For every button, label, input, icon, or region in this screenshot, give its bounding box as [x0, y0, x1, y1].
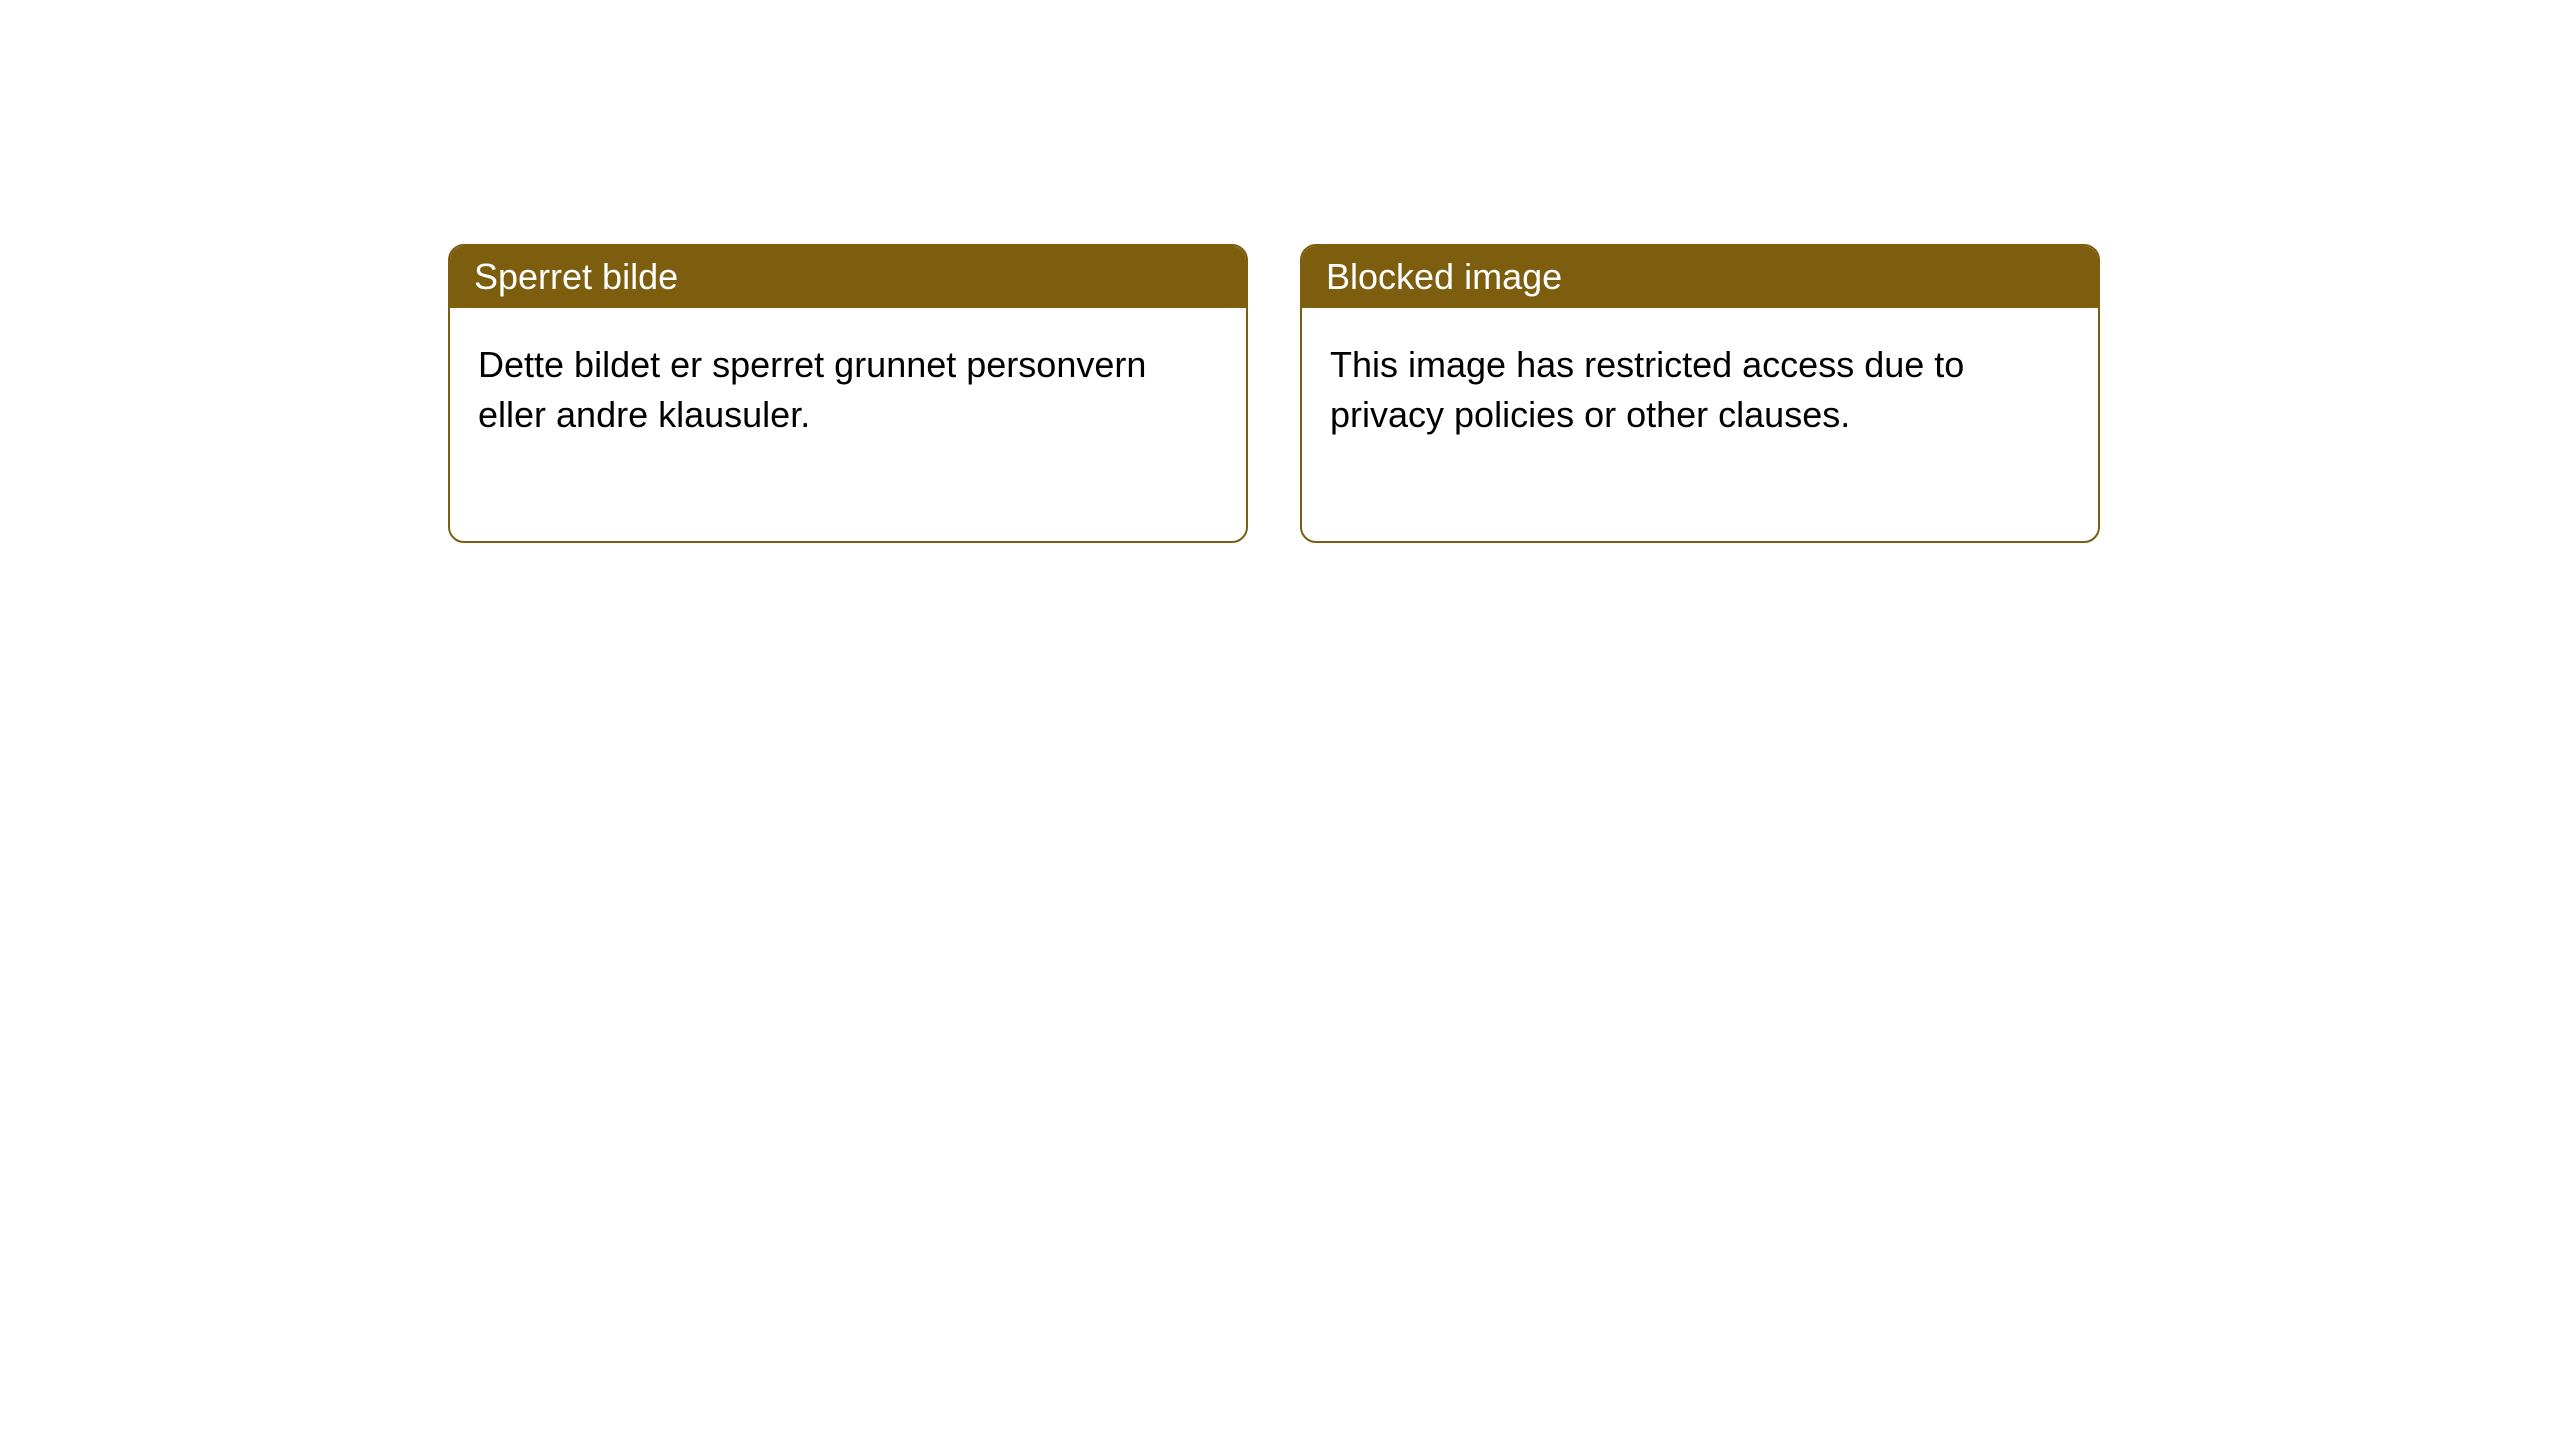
- card-body-text: Dette bildet er sperret grunnet personve…: [478, 344, 1146, 435]
- card-title: Blocked image: [1326, 256, 1562, 297]
- notice-card-norwegian: Sperret bilde Dette bildet er sperret gr…: [448, 244, 1248, 543]
- card-header: Sperret bilde: [450, 246, 1246, 308]
- notice-container: Sperret bilde Dette bildet er sperret gr…: [448, 244, 2100, 543]
- notice-card-english: Blocked image This image has restricted …: [1300, 244, 2100, 543]
- card-body: Dette bildet er sperret grunnet personve…: [450, 308, 1246, 541]
- card-header: Blocked image: [1302, 246, 2098, 308]
- card-title: Sperret bilde: [474, 256, 678, 297]
- card-body-text: This image has restricted access due to …: [1330, 344, 1964, 435]
- card-body: This image has restricted access due to …: [1302, 308, 2098, 541]
